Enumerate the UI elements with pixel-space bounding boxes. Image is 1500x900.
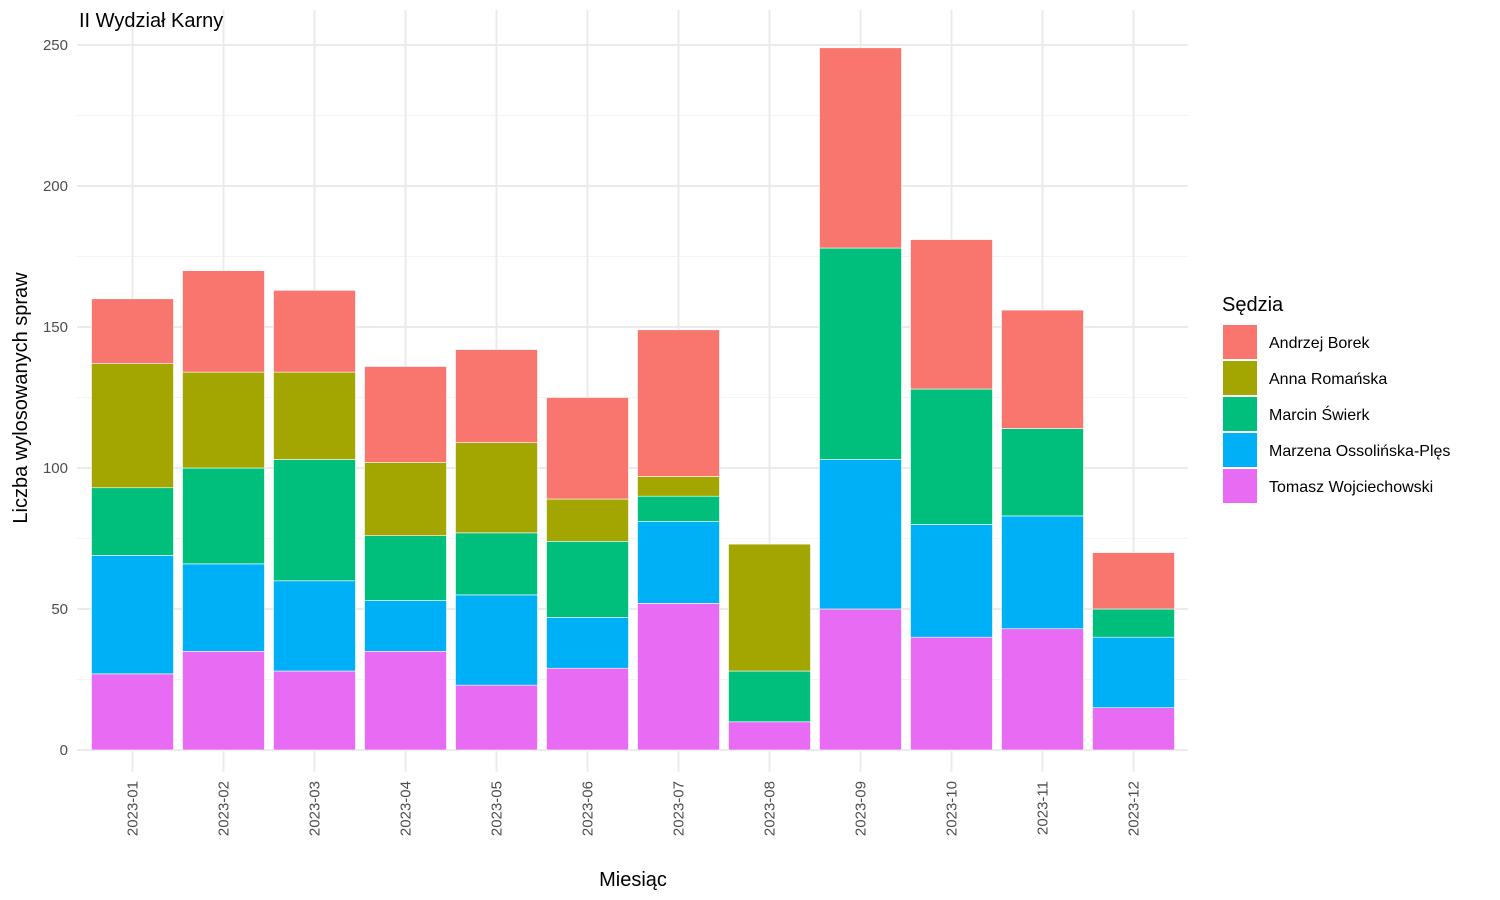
- y-tick-label: 100: [43, 460, 68, 477]
- bar-segment: [364, 650, 447, 751]
- bar-segment: [182, 467, 265, 565]
- bars: [91, 47, 1175, 751]
- y-tick-label: 250: [43, 37, 68, 54]
- bar-segment: [455, 594, 538, 686]
- chart-title: II Wydział Karny: [79, 10, 223, 32]
- bar-segment: [91, 363, 174, 489]
- bar-segment: [1092, 608, 1175, 638]
- bar-segment: [910, 388, 993, 525]
- bar-segment: [819, 608, 902, 751]
- legend-key: [1223, 469, 1257, 503]
- bar-segment: [455, 684, 538, 751]
- y-tick-label: 150: [43, 319, 68, 336]
- bar-segment: [182, 650, 265, 751]
- x-tick-label: 2023-10: [944, 781, 961, 836]
- x-tick-label: 2023-09: [853, 781, 870, 836]
- x-tick-label: 2023-03: [307, 781, 324, 836]
- bar-segment: [455, 442, 538, 534]
- legend: Sędzia Andrzej Borek Anna Romańska Marcin …: [1222, 294, 1450, 503]
- bar-segment: [182, 371, 265, 469]
- bar-segment: [637, 329, 720, 477]
- y-tick-label: 0: [60, 742, 68, 759]
- bar-segment: [91, 673, 174, 751]
- bar-segment: [637, 476, 720, 497]
- x-tick-label: 2023-11: [1035, 781, 1052, 835]
- legend-label: Andrzej Borek: [1269, 335, 1370, 352]
- bar-segment: [182, 270, 265, 373]
- bar-segment: [1092, 707, 1175, 751]
- x-tick-label: 2023-05: [489, 781, 506, 836]
- x-axis-title: Miesiąc: [599, 869, 667, 891]
- bar-segment: [455, 532, 538, 596]
- bar-segment: [455, 349, 538, 443]
- bar-segment: [364, 535, 447, 601]
- legend-key: [1223, 361, 1257, 395]
- x-tick-label: 2023-04: [398, 781, 415, 836]
- bar-segment: [819, 47, 902, 249]
- bar-segment: [546, 541, 629, 618]
- bar-segment: [364, 600, 447, 652]
- bar-segment: [273, 371, 356, 460]
- legend-key: [1223, 433, 1257, 467]
- legend-key: [1223, 325, 1257, 359]
- bar-segment: [364, 462, 447, 536]
- y-axis-ticks: 0 50 100 150 200 250: [43, 37, 68, 759]
- legend-label: Anna Romańska: [1269, 371, 1387, 388]
- bar-segment: [728, 670, 811, 723]
- y-axis-title: Liczba wylosowanych spraw: [10, 272, 32, 524]
- bar-segment: [637, 521, 720, 604]
- legend-title: Sędzia: [1222, 294, 1284, 316]
- bar-segment: [728, 721, 811, 751]
- legend-label: Marcin Świerk: [1269, 405, 1370, 424]
- legend-label: Marzena Ossolińska-Plęs: [1269, 443, 1450, 460]
- bar-segment: [637, 495, 720, 522]
- y-tick-label: 50: [51, 601, 68, 618]
- y-tick-label: 200: [43, 178, 68, 195]
- legend-label: Tomasz Wojciechowski: [1269, 479, 1433, 496]
- bar-segment: [182, 563, 265, 652]
- legend-key: [1223, 397, 1257, 431]
- bar-segment: [728, 543, 811, 672]
- bar-segment: [1001, 628, 1084, 751]
- x-tick-label: 2023-12: [1126, 781, 1143, 836]
- x-tick-label: 2023-08: [762, 781, 779, 836]
- bar-segment: [1092, 636, 1175, 709]
- x-tick-label: 2023-07: [671, 781, 688, 836]
- bar-segment: [546, 397, 629, 500]
- bar-segment: [273, 459, 356, 582]
- bar-segment: [273, 580, 356, 672]
- bar-segment: [91, 555, 174, 675]
- bar-segment: [910, 636, 993, 751]
- bar-segment: [910, 524, 993, 638]
- bar-segment: [1001, 515, 1084, 630]
- bar-segment: [273, 670, 356, 751]
- bar-segment: [546, 617, 629, 669]
- bar-segment: [273, 290, 356, 373]
- bar-segment: [546, 667, 629, 751]
- bar-segment: [546, 498, 629, 542]
- bar-segment: [91, 487, 174, 556]
- x-axis-ticks: 2023-01 2023-02 2023-03 2023-04 2023-05 2023-…: [125, 781, 1143, 836]
- bar-segment: [91, 298, 174, 364]
- bar-segment: [364, 366, 447, 463]
- bar-segment: [819, 459, 902, 610]
- bar-segment: [1092, 552, 1175, 610]
- x-tick-label: 2023-01: [125, 781, 142, 836]
- bar-segment: [1001, 428, 1084, 517]
- bar-segment: [1001, 309, 1084, 429]
- bar-segment: [910, 239, 993, 390]
- x-tick-label: 2023-06: [580, 781, 597, 836]
- bar-segment: [637, 603, 720, 751]
- x-tick-label: 2023-02: [216, 781, 233, 836]
- bar-segment: [819, 247, 902, 460]
